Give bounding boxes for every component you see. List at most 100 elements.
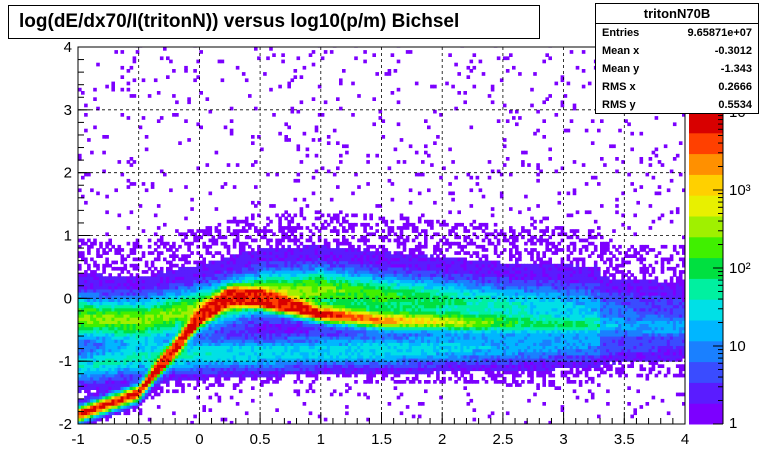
heatmap-cell: [226, 301, 231, 306]
heatmap-cell: [363, 354, 367, 359]
heatmap-cell: [275, 380, 279, 384]
heatmap-cell: [120, 323, 125, 328]
heatmap-cell: [111, 370, 115, 375]
heatmap-cell: [220, 78, 225, 83]
heatmap-cell: [96, 62, 100, 67]
heatmap-cell: [387, 336, 392, 340]
heatmap-cell: [241, 282, 246, 287]
heatmap-cell: [205, 351, 210, 356]
heatmap-cell: [144, 336, 149, 340]
heatmap-cell: [244, 257, 249, 262]
heatmap-cell: [290, 282, 295, 287]
heatmap-cell: [123, 373, 128, 378]
heatmap-cell: [114, 364, 118, 368]
heatmap-cell: [299, 298, 304, 302]
heatmap-cell: [378, 310, 383, 315]
heatmap-cell: [323, 248, 328, 252]
heatmap-cell: [314, 257, 319, 262]
heatmap-cell: [260, 345, 264, 350]
heatmap-cell: [153, 361, 158, 365]
heatmap-cell: [320, 166, 325, 171]
heatmap-cell: [329, 339, 334, 343]
heatmap-cell: [111, 295, 115, 299]
heatmap-cell: [266, 266, 270, 271]
heatmap-cell: [311, 248, 316, 252]
heatmap-cell: [87, 273, 91, 277]
heatmap-cell: [229, 276, 234, 280]
heatmap-cell: [345, 276, 349, 280]
heatmap-cell: [156, 301, 161, 306]
heatmap-cell: [336, 351, 340, 356]
heatmap-cell: [342, 219, 346, 224]
heatmap-cell: [266, 364, 270, 368]
heatmap-cell: [351, 273, 355, 277]
heatmap-cell: [138, 298, 143, 302]
heatmap-cell: [311, 310, 316, 315]
heatmap-cell: [114, 307, 118, 312]
heatmap-cell: [135, 364, 140, 368]
heatmap-cell: [254, 273, 258, 277]
heatmap-cell: [114, 323, 118, 328]
heatmap-cell: [369, 351, 373, 356]
heatmap-cell: [287, 138, 291, 142]
heatmap-cell: [296, 257, 301, 262]
heatmap-cell: [384, 307, 389, 312]
heatmap-cell: [336, 219, 340, 224]
heatmap-cell: [129, 251, 134, 255]
heatmap-cell: [214, 285, 219, 290]
heatmap-cell: [181, 383, 185, 387]
heatmap-cell: [351, 279, 355, 284]
heatmap-cell: [199, 295, 203, 299]
heatmap-cell: [299, 307, 304, 312]
heatmap-cell: [78, 367, 82, 372]
heatmap-cell: [372, 97, 376, 101]
heatmap-cell: [296, 178, 301, 183]
heatmap-cell: [311, 380, 316, 384]
heatmap-cell: [93, 279, 97, 284]
heatmap-cell: [87, 238, 91, 243]
heatmap-cell: [166, 301, 170, 306]
heatmap-cell: [336, 295, 340, 299]
heatmap-cell: [156, 292, 161, 296]
heatmap-cell: [263, 260, 267, 265]
heatmap-cell: [199, 361, 203, 365]
heatmap-cell: [342, 270, 346, 274]
heatmap-cell: [241, 314, 246, 318]
heatmap-cell: [199, 323, 203, 328]
heatmap-cell: [84, 310, 88, 315]
heatmap-cell: [308, 301, 313, 306]
heatmap-cell: [217, 317, 222, 321]
heatmap-cell: [354, 288, 358, 293]
heatmap-cell: [278, 226, 282, 230]
heatmap-cell: [363, 216, 367, 221]
heatmap-cell: [226, 279, 231, 284]
heatmap-cell: [214, 370, 219, 375]
heatmap-cell: [342, 373, 346, 378]
heatmap-cell: [311, 62, 316, 67]
heatmap-cell: [387, 260, 392, 265]
heatmap-cell: [205, 266, 210, 271]
heatmap-cell: [372, 373, 376, 378]
heatmap-cell: [211, 345, 216, 350]
heatmap-cell: [156, 364, 161, 368]
heatmap-cell: [241, 317, 246, 321]
heatmap-cell: [129, 276, 134, 280]
heatmap-cell: [336, 354, 340, 359]
heatmap-cell: [363, 235, 367, 240]
heatmap-cell: [190, 307, 194, 312]
heatmap-cell: [281, 351, 285, 356]
heatmap-cell: [184, 361, 188, 365]
heatmap-cell: [114, 345, 118, 350]
heatmap-cell: [342, 323, 346, 328]
heatmap-cell: [372, 53, 376, 57]
heatmap-cell: [305, 301, 310, 306]
heatmap-cell: [214, 229, 219, 233]
heatmap-cell: [311, 326, 316, 331]
heatmap-cell: [278, 257, 282, 262]
heatmap-cell: [320, 301, 325, 306]
heatmap-cell: [281, 257, 285, 262]
heatmap-cell: [159, 273, 164, 277]
heatmap-cell: [384, 292, 389, 296]
heatmap-cell: [132, 251, 137, 255]
heatmap-cell: [217, 292, 222, 296]
